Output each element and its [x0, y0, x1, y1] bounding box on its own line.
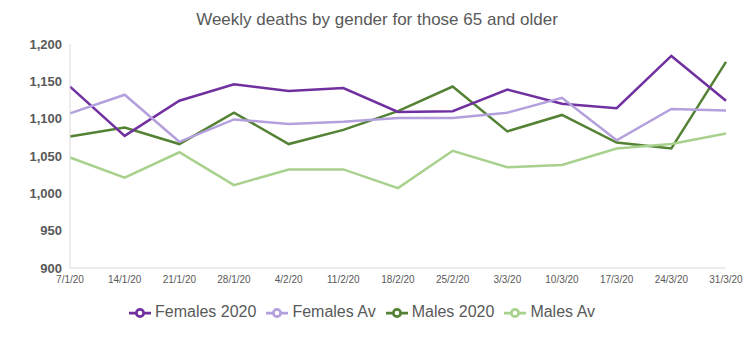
svg-text:17/3/20: 17/3/20 [600, 274, 634, 285]
svg-text:18/2/20: 18/2/20 [381, 274, 415, 285]
svg-text:14/1/20: 14/1/20 [108, 274, 142, 285]
svg-text:1,100: 1,100 [29, 111, 62, 126]
html-text:Females Av: Females Av [292, 303, 376, 321]
html-text:Weekly deaths by gender for th: Weekly deaths by gender for those 65 and… [196, 10, 558, 29]
svg-text:1,200: 1,200 [29, 37, 62, 52]
svg-text:21/1/20: 21/1/20 [163, 274, 197, 285]
html-text:Females 2020: Females 2020 [155, 303, 257, 321]
svg-text:1,050: 1,050 [29, 149, 62, 164]
svg-text:10/3/20: 10/3/20 [545, 274, 579, 285]
svg-text:7/1/20: 7/1/20 [56, 274, 84, 285]
svg-text:950: 950 [40, 223, 62, 238]
svg-text:1,000: 1,000 [29, 186, 62, 201]
svg-text:24/3/20: 24/3/20 [655, 274, 689, 285]
svg-text:28/1/20: 28/1/20 [217, 274, 251, 285]
svg-text:11/2/20: 11/2/20 [327, 274, 360, 285]
html-text:Males Av: Males Av [530, 303, 595, 321]
svg-text:4/2/20: 4/2/20 [275, 274, 303, 285]
svg-text:3/3/20: 3/3/20 [493, 274, 521, 285]
html-text:Males 2020: Males 2020 [411, 303, 495, 321]
svg-text:1,150: 1,150 [29, 74, 62, 89]
svg-text:31/3/20: 31/3/20 [709, 274, 743, 285]
svg-text:25/2/20: 25/2/20 [436, 274, 470, 285]
svg-text:900: 900 [40, 261, 62, 276]
